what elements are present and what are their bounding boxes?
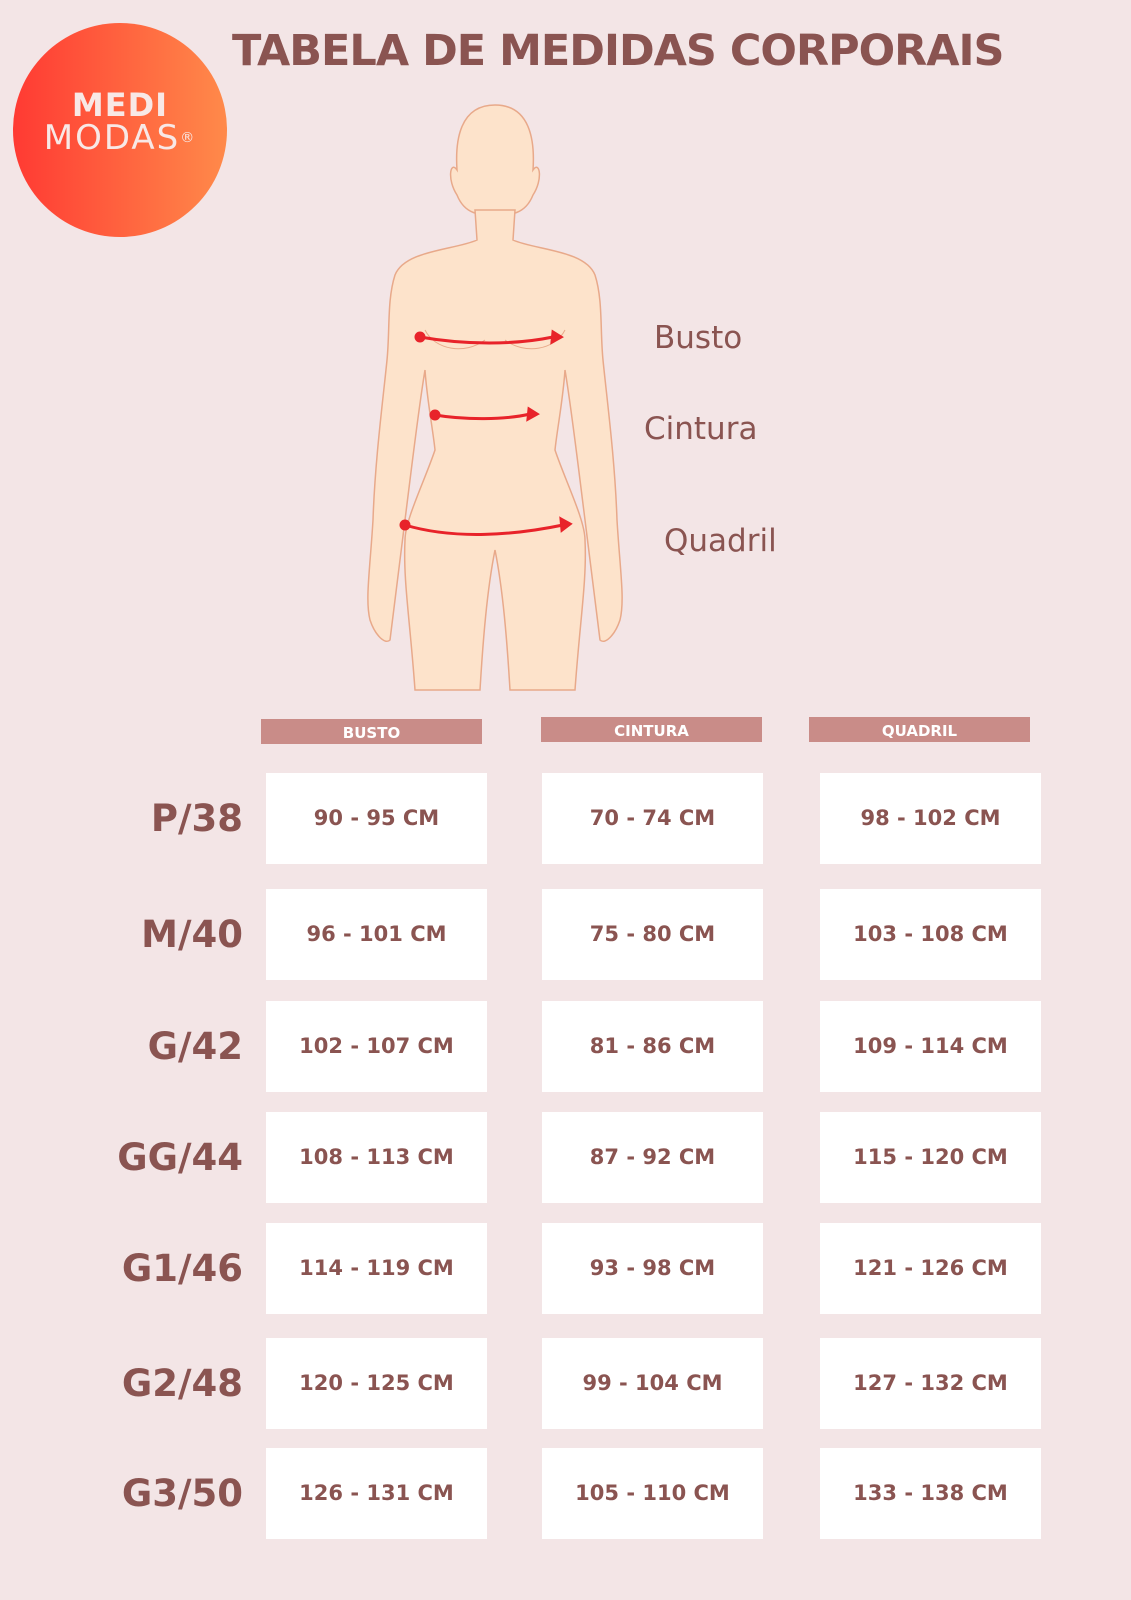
size-label: G1/46 [121, 1247, 243, 1290]
logo-line2-text: MODAS [43, 118, 181, 158]
measurement-cell: 105 - 110 CM [542, 1448, 763, 1539]
measurement-cell: 93 - 98 CM [542, 1223, 763, 1314]
measurement-cell: 120 - 125 CM [266, 1338, 487, 1429]
measurement-cell: 102 - 107 CM [266, 1001, 487, 1092]
busto-label: Busto [654, 320, 743, 356]
measurement-cell: 87 - 92 CM [542, 1112, 763, 1203]
measurement-cell: 108 - 113 CM [266, 1112, 487, 1203]
brand-logo: MEDI MODAS® [13, 23, 227, 237]
body-figure-illustration [367, 104, 623, 691]
measurement-cell: 98 - 102 CM [820, 773, 1041, 864]
measurement-cell: 90 - 95 CM [266, 773, 487, 864]
size-label: P/38 [150, 797, 243, 840]
measurement-cell: 103 - 108 CM [820, 889, 1041, 980]
measurement-cell: 99 - 104 CM [542, 1338, 763, 1429]
measurement-cell: 75 - 80 CM [542, 889, 763, 980]
size-label: G/42 [147, 1025, 243, 1068]
registered-mark: ® [180, 130, 197, 146]
measurement-cell: 133 - 138 CM [820, 1448, 1041, 1539]
cintura-label: Cintura [644, 411, 758, 447]
size-label: M/40 [141, 913, 243, 956]
measurement-cell: 109 - 114 CM [820, 1001, 1041, 1092]
measurement-cell: 126 - 131 CM [266, 1448, 487, 1539]
measurement-cell: 115 - 120 CM [820, 1112, 1041, 1203]
measurement-cell: 81 - 86 CM [542, 1001, 763, 1092]
header-busto: BUSTO [261, 719, 482, 744]
quadril-label: Quadril [664, 523, 777, 559]
logo-line1: MEDI [71, 86, 169, 124]
header-quadril: QUADRIL [809, 717, 1030, 742]
header-cintura: CINTURA [541, 717, 762, 742]
size-label: G2/48 [121, 1362, 243, 1405]
size-label: G3/50 [121, 1472, 243, 1515]
logo-line2: MODAS® [13, 121, 227, 155]
measurement-cell: 121 - 126 CM [820, 1223, 1041, 1314]
measurement-cell: 96 - 101 CM [266, 889, 487, 980]
measurement-cell: 70 - 74 CM [542, 773, 763, 864]
size-label: GG/44 [117, 1136, 243, 1179]
page-title: TABELA DE MEDIDAS CORPORAIS [232, 26, 1005, 76]
measurement-cell: 127 - 132 CM [820, 1338, 1041, 1429]
measurement-cell: 114 - 119 CM [266, 1223, 487, 1314]
